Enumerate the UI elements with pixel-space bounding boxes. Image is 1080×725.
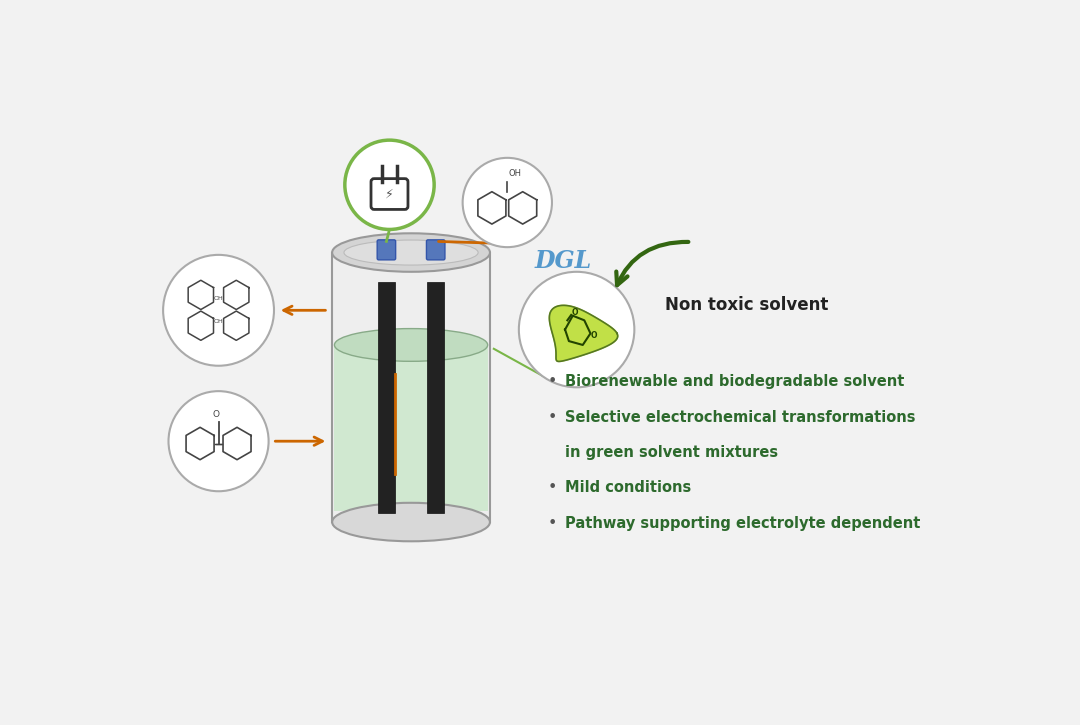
Polygon shape — [550, 305, 618, 362]
Polygon shape — [378, 282, 395, 513]
Text: Non toxic solvent: Non toxic solvent — [665, 296, 828, 314]
Text: •: • — [548, 410, 556, 425]
Polygon shape — [333, 252, 490, 522]
Polygon shape — [335, 345, 488, 510]
FancyBboxPatch shape — [372, 178, 408, 210]
Text: O: O — [571, 308, 578, 317]
Ellipse shape — [333, 233, 490, 272]
Ellipse shape — [343, 240, 478, 265]
Text: Biorenewable and biodegradable solvent: Biorenewable and biodegradable solvent — [565, 374, 904, 389]
Circle shape — [168, 392, 269, 492]
Text: ⚡: ⚡ — [386, 188, 394, 201]
FancyBboxPatch shape — [377, 240, 395, 260]
FancyBboxPatch shape — [427, 240, 445, 260]
Text: DGL: DGL — [535, 249, 592, 273]
Circle shape — [518, 272, 634, 387]
Circle shape — [462, 158, 552, 247]
Ellipse shape — [335, 328, 488, 361]
Text: •: • — [548, 374, 556, 389]
Text: O: O — [213, 410, 219, 419]
Text: OH: OH — [509, 169, 522, 178]
Text: Pathway supporting electrolyte dependent: Pathway supporting electrolyte dependent — [565, 516, 920, 531]
Circle shape — [163, 255, 274, 365]
Text: •: • — [548, 481, 556, 495]
Text: OH: OH — [214, 319, 224, 324]
Text: Mild conditions: Mild conditions — [565, 481, 691, 495]
Text: •: • — [548, 516, 556, 531]
Text: O: O — [591, 331, 597, 340]
Text: in green solvent mixtures: in green solvent mixtures — [565, 445, 779, 460]
Circle shape — [345, 140, 434, 229]
Text: Selective electrochemical transformations: Selective electrochemical transformation… — [565, 410, 916, 425]
Polygon shape — [428, 282, 444, 513]
Ellipse shape — [333, 503, 490, 542]
Text: OH: OH — [214, 297, 224, 302]
